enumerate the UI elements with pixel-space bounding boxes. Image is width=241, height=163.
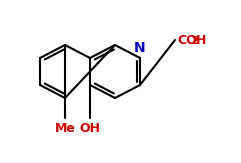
Text: N: N [134, 41, 146, 55]
Text: 2: 2 [191, 37, 198, 46]
Text: H: H [196, 34, 206, 46]
Text: OH: OH [80, 122, 100, 135]
Text: CO: CO [177, 34, 197, 46]
Text: Me: Me [54, 122, 75, 135]
